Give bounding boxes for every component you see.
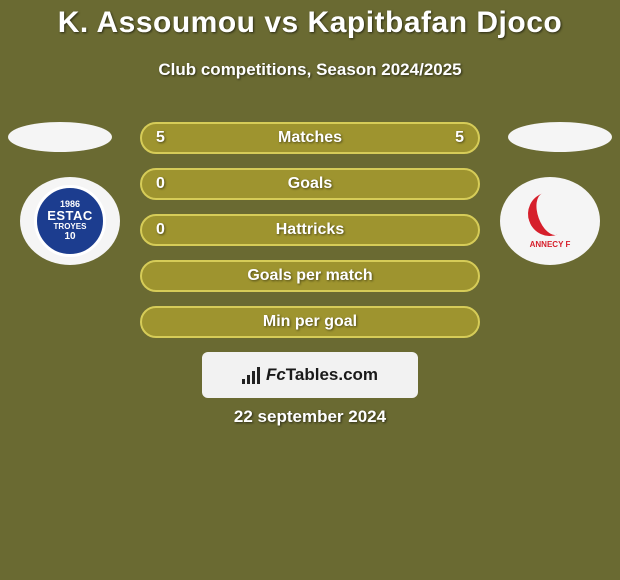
comparison-card: K. Assoumou vs Kapitbafan Djoco Club com… (0, 0, 620, 580)
bar-chart-icon (242, 366, 260, 384)
player-avatar-left (8, 122, 112, 152)
stat-label: Min per goal (263, 313, 357, 331)
club-left-number: 10 (64, 232, 75, 242)
club-right-swoosh-icon (522, 186, 578, 242)
branding-text: FcTables.com (266, 365, 378, 385)
stat-label: Goals (288, 175, 332, 193)
stat-label: Matches (278, 129, 342, 147)
stat-value-left: 0 (156, 221, 165, 239)
branding-fc: Fc (266, 365, 286, 384)
stat-row: Hattricks 0 (140, 214, 480, 246)
club-badge-left: 1986 ESTAC TROYES 10 (20, 177, 120, 265)
club-badge-left-inner: 1986 ESTAC TROYES 10 (34, 185, 106, 257)
stat-value-right: 5 (455, 129, 464, 147)
stat-value-left: 5 (156, 129, 165, 147)
stat-row: Goals 0 (140, 168, 480, 200)
club-badge-right: ANNECY F (500, 177, 600, 265)
club-left-name: ESTAC (47, 209, 93, 222)
branding-rest: Tables.com (286, 365, 378, 384)
club-badge-right-inner: ANNECY F (514, 185, 586, 257)
page-title: K. Assoumou vs Kapitbafan Djoco (0, 6, 620, 40)
stat-row: Matches 5 5 (140, 122, 480, 154)
player-avatar-right (508, 122, 612, 152)
subtitle: Club competitions, Season 2024/2025 (0, 60, 620, 80)
stat-label: Goals per match (247, 267, 372, 285)
club-right-name: ANNECY F (530, 240, 571, 250)
branding-badge: FcTables.com (202, 352, 418, 398)
stat-row: Min per goal (140, 306, 480, 338)
date-label: 22 september 2024 (0, 407, 620, 427)
stat-row: Goals per match (140, 260, 480, 292)
stat-value-left: 0 (156, 175, 165, 193)
stat-label: Hattricks (276, 221, 344, 239)
